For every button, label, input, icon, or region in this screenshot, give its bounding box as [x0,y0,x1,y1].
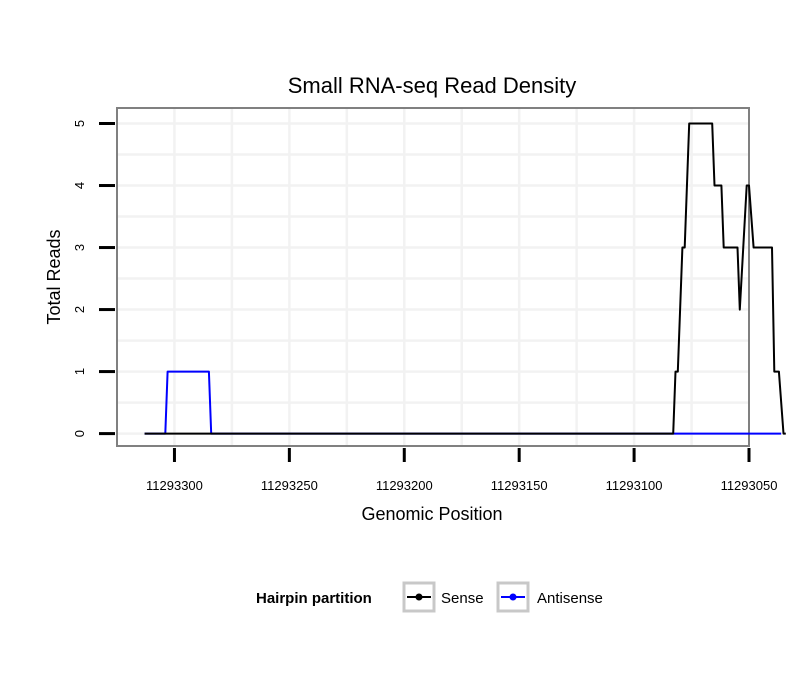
legend-key-antisense [496,581,530,613]
y-tick-label: 3 [72,244,87,251]
x-axis-title: Genomic Position [361,504,502,524]
legend-key-sense [402,581,436,613]
y-tick-label: 5 [72,120,87,127]
y-tick-label: 1 [72,368,87,375]
series-line-sense [144,122,786,435]
legend-label-antisense: Antisense [537,590,603,607]
legend: Hairpin partition Sense Antisense [256,581,603,613]
x-tick-label: 11293250 [261,478,318,493]
y-tick-label: 2 [72,306,87,313]
x-tick-label: 11293050 [721,478,778,493]
legend-title: Hairpin partition [256,590,372,607]
legend-key-antisense-point [509,593,517,601]
chart-title: Small RNA-seq Read Density [288,73,577,98]
grid [117,108,749,446]
y-axis-title: Total Reads [44,229,64,324]
x-tick-label: 11293200 [376,478,433,493]
x-tick-label: 11293100 [606,478,663,493]
x-tick-label: 11293300 [146,478,203,493]
plot-panel [116,107,750,447]
y-tick-label: 4 [72,182,87,189]
legend-label-sense: Sense [441,590,484,607]
y-tick-label: 0 [72,430,87,437]
series [144,122,786,435]
legend-key-sense-point [415,593,423,601]
axes: 11293300 11293250 11293200 11293150 11293100… [72,120,777,493]
x-tick-label: 11293150 [491,478,548,493]
